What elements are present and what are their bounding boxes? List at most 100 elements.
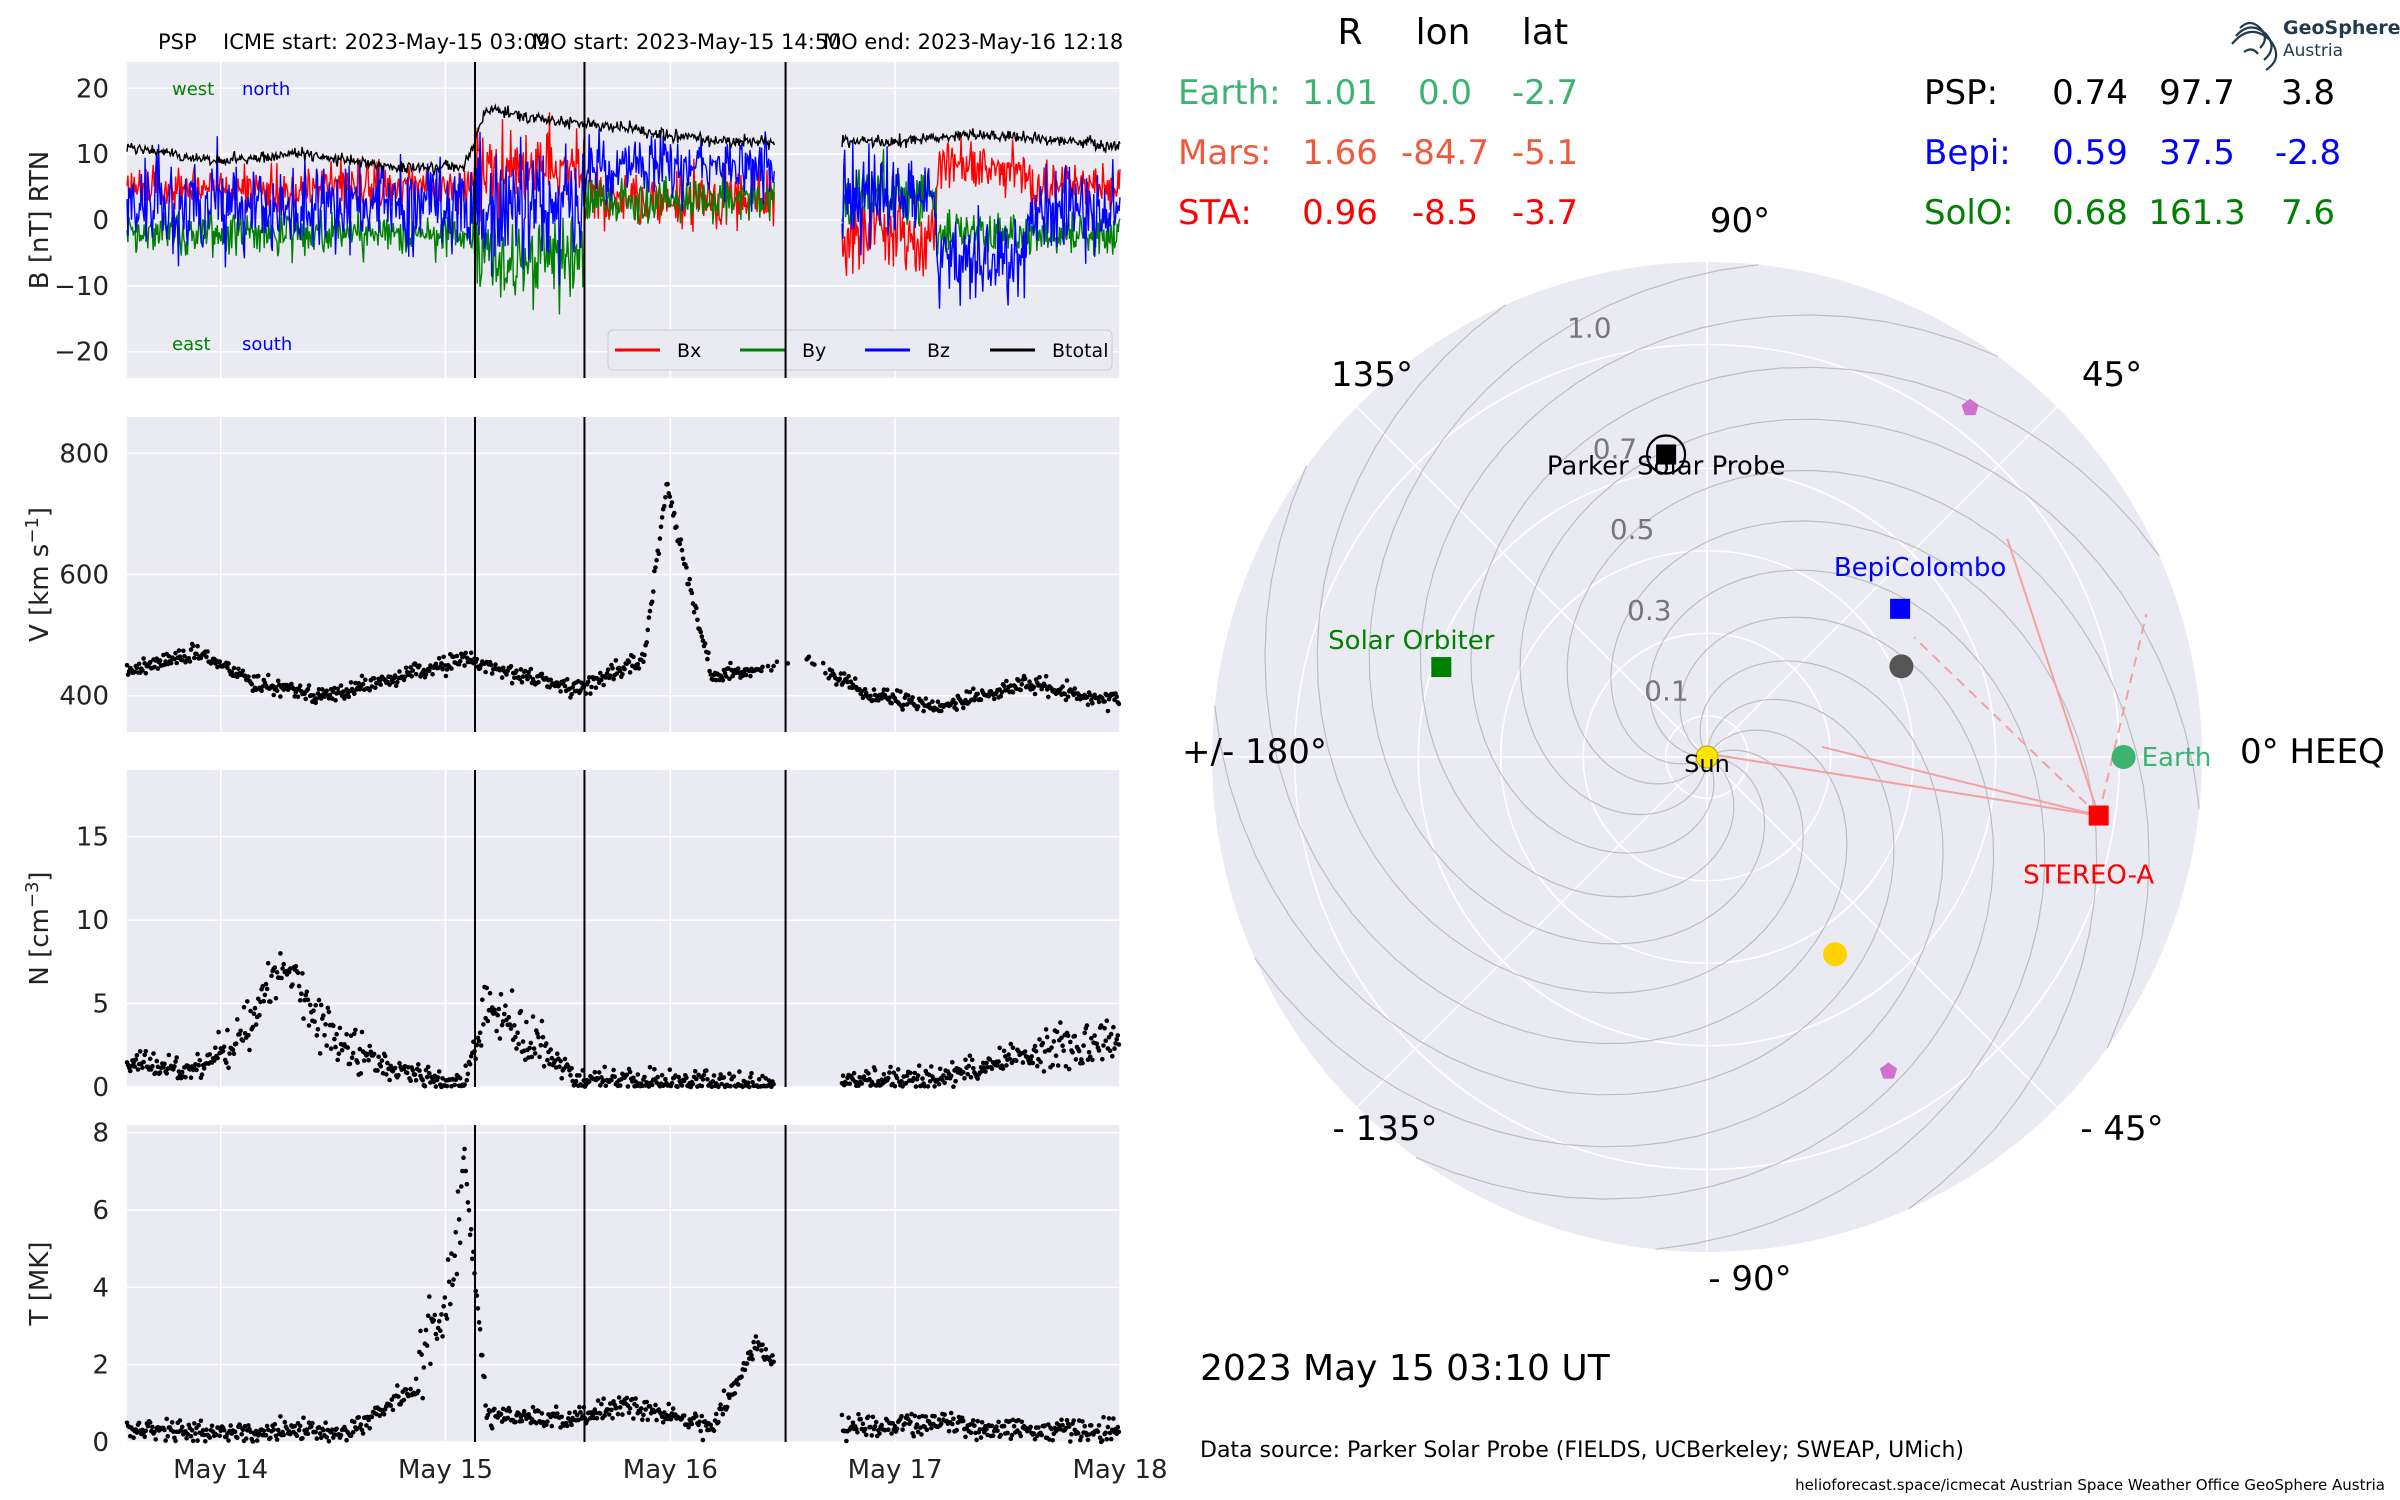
data-point	[188, 647, 194, 652]
data-point	[889, 700, 894, 706]
data-point	[1018, 687, 1023, 693]
data-point	[280, 966, 285, 971]
angular-tick-label: - 45°	[2080, 1109, 2163, 1149]
data-point	[716, 1419, 721, 1425]
data-point	[226, 1065, 231, 1070]
data-point	[475, 1306, 481, 1311]
parker-spiral-line	[1415, 616, 1995, 1200]
data-point	[305, 997, 311, 1003]
data-point	[615, 1411, 621, 1417]
data-point	[387, 1077, 392, 1083]
data-point	[198, 1418, 204, 1424]
data-point	[679, 1083, 685, 1088]
data-point	[539, 671, 545, 677]
body-label-parker-solar-probe: Parker Solar Probe	[1547, 452, 1785, 482]
data-point	[143, 1428, 149, 1434]
data-point	[731, 1074, 737, 1079]
data-point	[756, 1077, 762, 1082]
data-point	[434, 1336, 440, 1341]
data-point	[728, 660, 733, 666]
data-point	[977, 1427, 983, 1432]
data-point	[588, 1416, 593, 1421]
table-row-lon: 97.7	[2159, 73, 2235, 113]
data-point	[617, 1405, 623, 1410]
data-point	[457, 1075, 463, 1081]
data-point	[322, 1033, 327, 1038]
data-point	[317, 1431, 323, 1436]
data-point	[1040, 1040, 1046, 1046]
y-axis-label-exponent: −1	[22, 517, 43, 544]
data-point	[877, 1431, 882, 1436]
pentagon-marker	[1879, 1062, 1898, 1079]
data-point	[812, 662, 817, 667]
data-point	[996, 1059, 1001, 1064]
data-point	[475, 1035, 481, 1041]
data-point	[450, 1282, 455, 1288]
data-point	[360, 681, 366, 687]
data-point	[699, 634, 705, 639]
data-point	[1084, 694, 1090, 700]
data-point	[227, 1051, 232, 1056]
data-point	[1096, 699, 1102, 705]
data-point	[681, 1078, 687, 1084]
header-mo-start: MO start: 2023-May-15 14:50	[532, 30, 842, 54]
data-point	[948, 1410, 954, 1416]
data-point	[162, 1427, 167, 1433]
data-point	[742, 1367, 748, 1373]
data-point	[1080, 1060, 1085, 1066]
data-point	[509, 988, 515, 993]
angular-tick-label: 135°	[1331, 355, 1413, 395]
data-point	[388, 1403, 394, 1408]
data-point	[548, 677, 553, 683]
data-point	[953, 1078, 958, 1084]
data-point	[620, 1412, 625, 1417]
data-point	[1008, 1041, 1014, 1047]
data-point	[371, 676, 377, 681]
radial-tick-label: 0.7	[1593, 432, 1638, 465]
data-point	[1070, 1050, 1075, 1055]
data-point	[839, 1412, 845, 1418]
data-point	[257, 1012, 262, 1018]
data-point	[892, 1083, 898, 1089]
data-point	[318, 1435, 324, 1441]
data-point	[617, 1083, 623, 1088]
data-point	[264, 1423, 270, 1429]
data-point	[994, 1424, 999, 1429]
data-point	[1022, 1049, 1028, 1054]
data-point	[321, 1427, 326, 1433]
parker-spiral-line	[1368, 264, 1766, 945]
data-point	[207, 1435, 213, 1440]
data-point	[923, 1414, 929, 1419]
data-point	[409, 674, 415, 679]
data-point	[513, 1419, 518, 1425]
data-point	[748, 1075, 753, 1080]
data-point	[433, 1331, 439, 1337]
data-point	[172, 1064, 177, 1069]
data-point	[164, 1416, 169, 1422]
data-point	[1027, 679, 1032, 684]
data-point	[838, 671, 844, 676]
data-point	[150, 1424, 155, 1430]
temperature-panel: 8 6 4 2 0 T [MK]	[25, 1119, 1122, 1458]
data-point	[523, 1057, 528, 1062]
table-row-lat: 3.8	[2281, 73, 2335, 113]
data-point	[347, 1061, 353, 1067]
body-label-stereo-a: STEREO-A	[2023, 861, 2154, 891]
stereo-a-sight-line	[2097, 614, 2148, 816]
data-point	[502, 1011, 507, 1017]
data-point	[315, 1027, 321, 1032]
data-point	[518, 1008, 524, 1014]
data-point	[1010, 1045, 1016, 1051]
data-point	[196, 1063, 201, 1068]
data-point	[253, 687, 259, 693]
data-point	[436, 1069, 442, 1074]
data-point	[485, 1412, 491, 1418]
data-point	[461, 1155, 466, 1160]
data-point	[609, 1407, 614, 1413]
data-point	[306, 683, 312, 688]
data-point	[529, 1054, 535, 1060]
data-point	[169, 1420, 175, 1425]
data-point	[317, 1051, 323, 1056]
data-point	[358, 1422, 364, 1427]
data-point	[294, 1433, 300, 1438]
